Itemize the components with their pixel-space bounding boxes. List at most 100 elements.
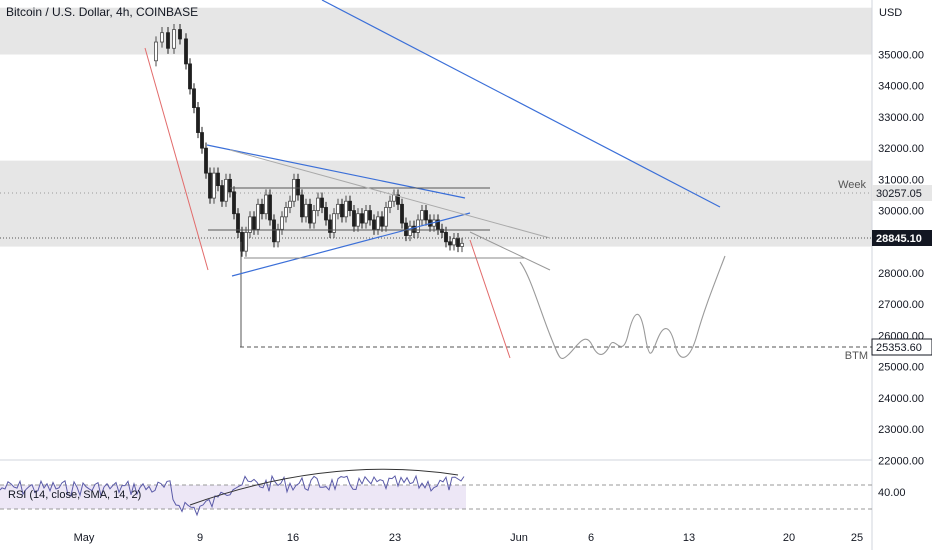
candle-body [332,213,336,233]
candle-body [316,197,320,211]
candle-body [452,238,456,246]
candles-layer [154,23,464,347]
candle-body [324,207,328,221]
y-tick-label: 28000.00 [878,268,924,280]
candle-body [340,203,344,218]
btm-price-border [871,338,932,356]
candle-body [196,107,200,133]
y-tick-label: 32000.00 [878,143,924,155]
y-tick-label: 23000.00 [878,424,924,436]
candle-body [388,200,392,208]
candle-body [276,228,280,243]
y-tick-label: 33000.00 [878,112,924,124]
candle-body [408,225,412,236]
last-price-label: 28845.10 [876,233,922,245]
y-tick-label: 27000.00 [878,299,924,311]
y-tick-label: 22000.00 [878,455,924,467]
candle-body [304,203,308,218]
red-downtrend-line [144,47,209,271]
x-axis: May 9 16 23 Jun 6 13 20 25 [74,532,864,544]
x-tick-label: 23 [389,532,401,544]
candle-body [348,200,352,211]
rsi-label: RSI (14, close, SMA, 14, 2) [8,489,141,501]
grid-layer [0,0,873,550]
x-tick-label: 20 [783,532,795,544]
candle-body [356,213,360,227]
candle-body [412,225,416,233]
btm-price-label: 25353.60 [876,342,922,354]
candle-body [364,210,368,224]
y-tick-label: 24000.00 [878,393,924,405]
supply-zone-0 [0,7,872,55]
candle-body [244,232,248,252]
candle-body [376,216,380,230]
drawing-layer [144,0,726,359]
candle-body [172,29,176,49]
x-tick-label: 9 [197,532,203,544]
candle-body [444,232,448,243]
candle-body [352,210,356,227]
grey-trend-line [229,149,551,239]
candle-body [424,210,428,221]
candle-body [296,178,300,196]
candle-body [400,203,404,224]
candle-body [420,210,424,221]
price-projection-path [519,255,726,359]
candle-body [154,41,158,62]
candle-body [268,194,272,221]
x-tick-label: 16 [287,532,299,544]
candle-body [208,172,212,199]
red-breakdown-line [469,239,511,359]
candle-body [252,216,256,230]
x-tick-label: May [74,532,95,544]
candle-body [328,219,332,233]
candle-body [204,147,208,174]
candle-body [312,210,316,224]
candle-body [372,219,376,230]
projection-trend-line [469,231,551,271]
candle-body [308,203,312,224]
candle-body [166,32,170,49]
candle-body [440,228,444,233]
candle-body [436,219,440,230]
candle-body [236,213,240,233]
candle-body [392,194,396,202]
chart-title: Bitcoin / U.S. Dollar, 4h, COINBASE [6,5,198,19]
y-axis: 22000.0023000.0024000.0025000.0026000.00… [838,50,932,499]
supply-zone-1 [0,160,872,247]
last-price-label-box [872,230,932,246]
candle-body [456,238,460,247]
candle-body [384,207,388,227]
candle-body [192,88,196,108]
x-tick-label: 25 [851,532,863,544]
candle-body [248,216,252,233]
candle-body [380,216,384,227]
candle-body [220,185,224,202]
triangle-upper-line [206,144,466,199]
week-price-label-box [872,185,932,201]
btm-zone-label: BTM [845,350,868,362]
week-zone-label: Week [838,179,866,191]
candle-body [280,216,284,230]
candle-body [336,203,340,215]
candle-body [448,241,452,246]
btm-price-label-box [872,339,932,355]
y-tick-label: 34000.00 [878,81,924,93]
x-tick-label: Jun [510,532,528,544]
candle-body [292,178,296,202]
candle-body [344,200,348,218]
x-tick-label: 6 [588,532,594,544]
candle-body [260,203,264,215]
candle-body [272,219,276,243]
candle-body [320,197,324,208]
week-price-label: 30257.05 [876,188,922,200]
candle-body [160,32,164,43]
candle-body [288,200,292,208]
y-tick-label: 25000.00 [878,362,924,374]
candle-body [232,191,236,215]
x-tick-label: 13 [683,532,695,544]
candle-body [396,194,400,205]
candle-body [284,207,288,218]
y-tick-label: 31000.00 [878,174,924,186]
